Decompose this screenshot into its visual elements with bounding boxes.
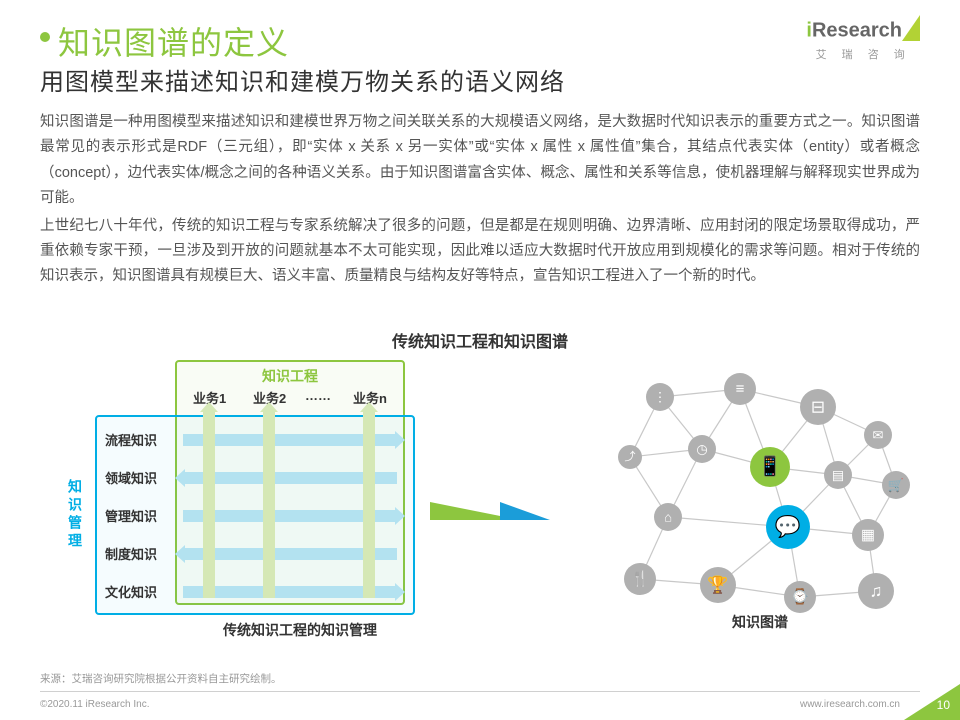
svg-text:⊟: ⊟ bbox=[811, 398, 825, 417]
logo-mark: iResearch bbox=[806, 18, 920, 44]
row-1: 流程知识 bbox=[105, 430, 157, 449]
v-arrow bbox=[263, 410, 275, 598]
knowledge-graph-network: ⋮ ≡ ⊟ ✉ ⤴ ◷ 📱 ▤ 🛒 ⌂ 💬 ▦ 🍴 🏆 ⌚ ♫ bbox=[600, 352, 920, 642]
left-caption: 传统知识工程的知识管理 bbox=[175, 620, 425, 640]
body-text: 知识图谱是一种用图模型来描述知识和建模世界万物之间关联关系的大规模语义网络，是大… bbox=[40, 110, 920, 292]
logo-r: Research bbox=[812, 19, 902, 41]
v-arrow bbox=[203, 410, 215, 598]
footer-url: www.iresearch.com.cn bbox=[800, 699, 900, 710]
v-arrow bbox=[363, 410, 375, 598]
logo-subtitle: 艾 瑞 咨 询 bbox=[806, 46, 920, 62]
biz-col-dots: …… bbox=[305, 388, 331, 403]
svg-text:🛒: 🛒 bbox=[888, 478, 904, 493]
page-title: 知识图谱的定义 bbox=[58, 18, 289, 64]
row-5: 文化知识 bbox=[105, 582, 157, 601]
svg-text:◷: ◷ bbox=[696, 442, 707, 457]
page-number: 10 bbox=[910, 686, 950, 714]
source-note: 来源：艾瑞咨询研究院根据公开资料自主研究绘制。 bbox=[40, 671, 282, 686]
svg-text:📱: 📱 bbox=[758, 455, 782, 478]
green-box-title: 知识工程 bbox=[175, 366, 405, 386]
transition-arrow-icon bbox=[430, 502, 550, 525]
svg-text:🍴: 🍴 bbox=[631, 570, 650, 588]
page-number-value: 10 bbox=[937, 698, 950, 712]
paragraph-1: 知识图谱是一种用图模型来描述知识和建模世界万物之间关联关系的大规模语义网络，是大… bbox=[40, 110, 920, 212]
svg-text:≡: ≡ bbox=[736, 381, 745, 398]
svg-text:♫: ♫ bbox=[870, 582, 883, 601]
title-bullet bbox=[40, 32, 50, 42]
diagram-area: 知识工程 知识管理 业务1 业务2 …… 业务n 流程知识 领域知识 管理知识 … bbox=[40, 352, 920, 672]
svg-text:▦: ▦ bbox=[861, 527, 875, 544]
svg-text:⌚: ⌚ bbox=[791, 588, 810, 606]
svg-text:🏆: 🏆 bbox=[707, 575, 728, 595]
blue-box-title: 知识管理 bbox=[65, 415, 85, 615]
svg-text:⤴: ⤴ bbox=[625, 449, 636, 463]
footer-divider bbox=[40, 691, 920, 692]
paragraph-2: 上世纪七八十年代，传统的知识工程与专家系统解决了很多的问题，但是都是在规则明确、… bbox=[40, 214, 920, 290]
logo: iResearch 艾 瑞 咨 询 bbox=[806, 18, 920, 62]
page-subtitle: 用图模型来描述知识和建模万物关系的语义网络 bbox=[40, 62, 565, 97]
diagram-title: 传统知识工程和知识图谱 bbox=[0, 328, 960, 352]
svg-text:▤: ▤ bbox=[832, 468, 844, 483]
row-4: 制度知识 bbox=[105, 544, 157, 563]
row-2: 领域知识 bbox=[105, 468, 157, 487]
row-3: 管理知识 bbox=[105, 506, 157, 525]
svg-text:⌂: ⌂ bbox=[664, 510, 672, 525]
logo-triangle-icon bbox=[902, 15, 920, 41]
right-caption: 知识图谱 bbox=[600, 612, 920, 632]
matrix-diagram: 知识工程 知识管理 业务1 业务2 …… 业务n 流程知识 领域知识 管理知识 … bbox=[95, 360, 415, 640]
copyright: ©2020.11 iResearch Inc. bbox=[40, 699, 149, 710]
svg-text:⋮: ⋮ bbox=[654, 390, 667, 405]
svg-text:✉: ✉ bbox=[873, 428, 884, 443]
svg-text:💬: 💬 bbox=[775, 514, 801, 539]
